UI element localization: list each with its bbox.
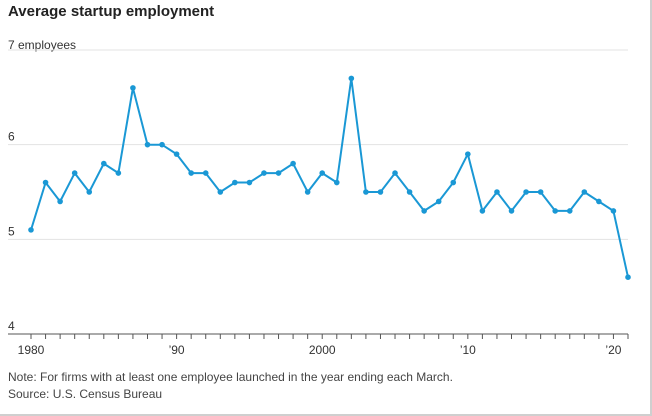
y-unit-label: 7 employees (8, 38, 77, 52)
data-point-1982 (57, 198, 63, 205)
frame-right-edge (650, 0, 652, 416)
data-point-1981 (42, 179, 49, 186)
x-tick-label: 1980 (18, 343, 45, 357)
data-point-1993 (217, 189, 224, 195)
data-point-2011 (479, 208, 486, 214)
y-tick-label: 6 (8, 130, 15, 144)
data-point-2012 (494, 189, 500, 195)
chart-source: Source: U.S. Census Bureau (8, 387, 163, 401)
series-line (30, 78, 629, 278)
data-point-1985 (101, 160, 107, 167)
data-point-2003 (363, 189, 369, 195)
data-point-2002 (348, 75, 355, 82)
x-tick-label: ’20 (605, 343, 621, 357)
data-point-2005 (392, 170, 398, 176)
y-tick-label: 4 (8, 319, 15, 333)
y-tick-label: 5 (8, 224, 15, 238)
x-tick-label: ’90 (169, 343, 185, 357)
data-point-2001 (333, 179, 340, 186)
data-point-2018 (581, 189, 588, 195)
data-point-1991 (188, 170, 194, 176)
chart-note: Note: For firms with at least one employ… (8, 370, 453, 384)
data-point-2007 (421, 208, 427, 214)
data-point-2010 (465, 151, 471, 157)
data-point-2020 (610, 208, 617, 214)
x-tick-label: 2000 (309, 343, 336, 357)
data-point-2016 (552, 208, 558, 214)
x-tick-label: ’10 (460, 343, 476, 357)
data-point-1984 (86, 189, 93, 195)
data-point-2004 (377, 189, 384, 195)
data-point-1983 (71, 170, 78, 176)
line-chart: 6 5 4 1980 ’90 2000 ’10 ’20 (8, 49, 631, 357)
data-point-2019 (596, 198, 602, 205)
data-point-2015 (537, 189, 544, 195)
data-point-2021 (625, 274, 631, 281)
data-point-1998 (290, 160, 296, 167)
frame-bottom-edge (0, 414, 652, 416)
data-point-1990 (173, 151, 180, 157)
data-point-2013 (508, 208, 515, 214)
chart-title: Average startup employment (8, 3, 215, 20)
data-point-2017 (566, 208, 573, 214)
data-point-1989 (159, 141, 165, 148)
data-point-1992 (202, 170, 209, 176)
data-point-2006 (406, 189, 413, 195)
data-point-1988 (144, 141, 151, 148)
data-point-1996 (261, 170, 267, 176)
data-point-1997 (275, 170, 282, 176)
data-point-2009 (450, 179, 457, 186)
data-point-2014 (523, 189, 529, 195)
data-point-1994 (232, 179, 238, 186)
data-point-1980 (28, 227, 34, 233)
data-point-1986 (115, 170, 122, 176)
data-point-2008 (435, 198, 442, 205)
data-point-1999 (304, 189, 311, 195)
data-point-2000 (319, 170, 326, 176)
data-point-1995 (246, 179, 253, 186)
data-point-1987 (130, 85, 136, 91)
